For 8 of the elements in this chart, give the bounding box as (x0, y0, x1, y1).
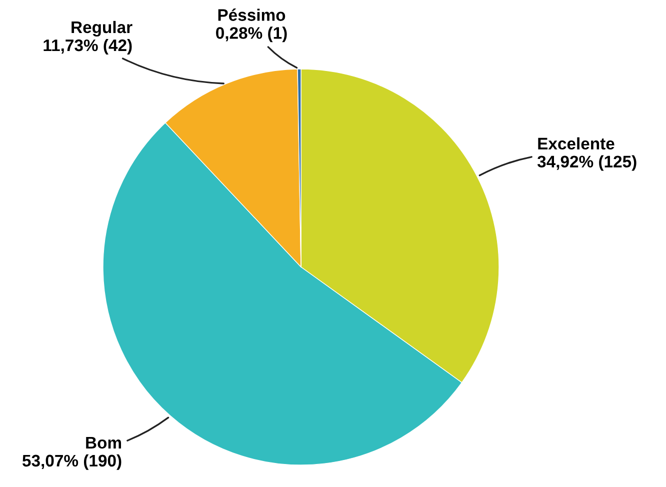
slice-label: Regular (72, 20, 132, 37)
data-label: 53,07% (190) (22, 454, 122, 470)
slice-label: Excelente (538, 137, 614, 150)
slice-label: Bom (86, 437, 122, 449)
slice-label: Péssimo (218, 8, 286, 21)
data-label: 0,28% (1) (216, 26, 287, 42)
data-label: 11,73% (42) (44, 38, 132, 54)
data-label: 34,92% (125) (537, 155, 636, 171)
